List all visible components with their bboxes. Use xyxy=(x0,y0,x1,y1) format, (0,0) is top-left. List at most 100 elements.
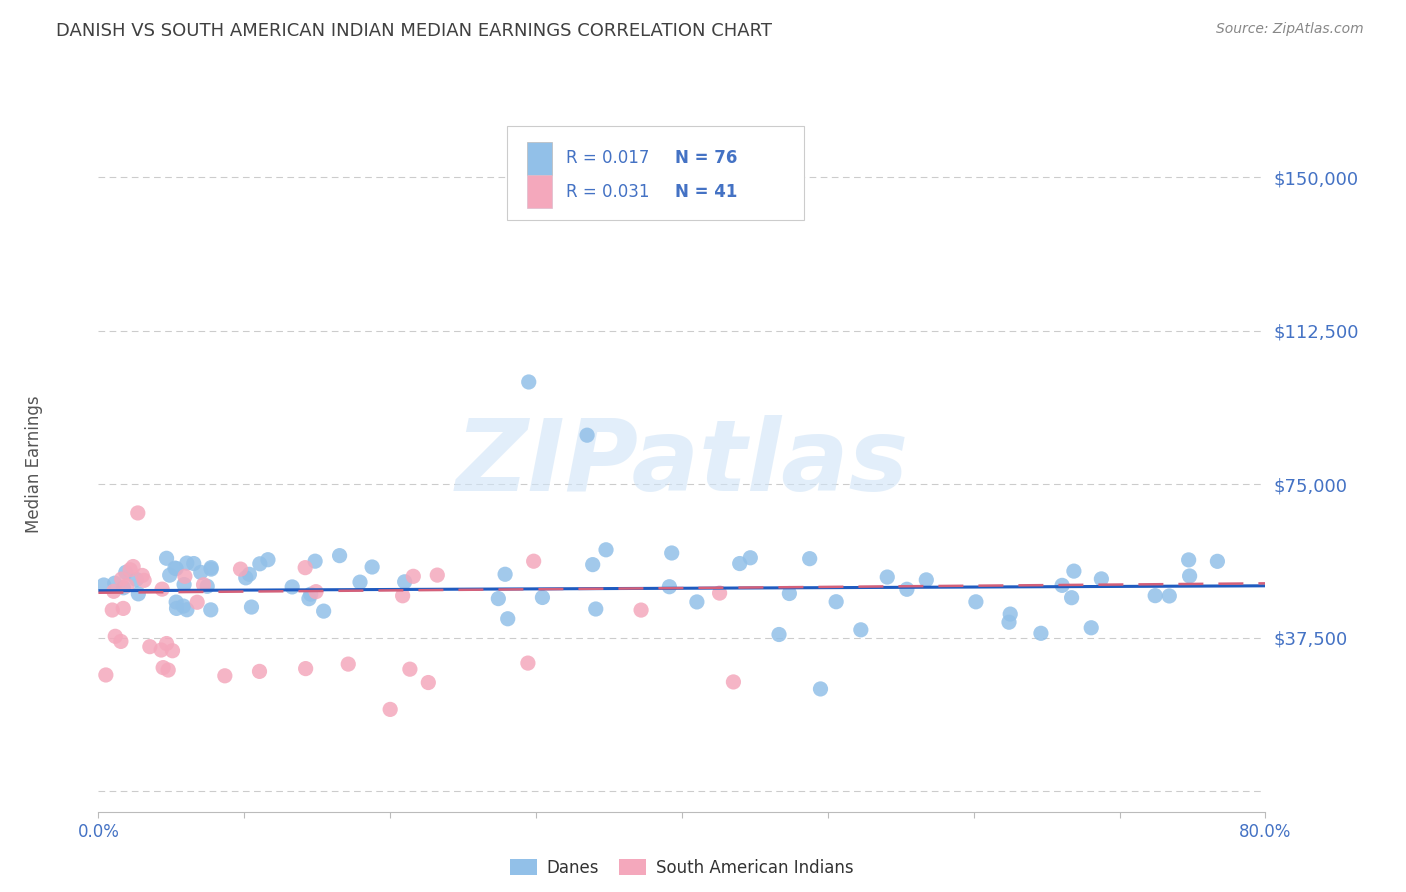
Point xyxy=(1063,564,1085,578)
Point xyxy=(661,546,683,560)
Point xyxy=(399,662,422,676)
Point xyxy=(150,643,173,657)
Point xyxy=(849,623,872,637)
Point xyxy=(998,615,1021,630)
Point xyxy=(329,549,352,563)
Point xyxy=(257,552,280,566)
Point xyxy=(728,557,751,571)
Point xyxy=(195,579,218,593)
Point xyxy=(304,554,326,568)
Point xyxy=(103,584,125,599)
Point xyxy=(173,569,195,583)
Point xyxy=(402,569,425,583)
Point xyxy=(193,578,215,592)
Point xyxy=(249,665,271,679)
Point xyxy=(162,644,184,658)
Point xyxy=(155,551,177,566)
Point xyxy=(94,668,117,682)
FancyBboxPatch shape xyxy=(506,127,804,220)
Point xyxy=(166,601,188,615)
Point xyxy=(200,603,222,617)
Point xyxy=(134,574,156,588)
Point xyxy=(576,428,599,442)
Point xyxy=(768,627,790,641)
Point xyxy=(1050,578,1073,592)
Point xyxy=(112,601,135,615)
Point xyxy=(349,575,371,590)
Point xyxy=(1060,591,1083,605)
Point xyxy=(1090,572,1112,586)
Point xyxy=(378,702,402,716)
Point xyxy=(876,570,898,584)
Legend: Danes, South American Indians: Danes, South American Indians xyxy=(503,852,860,883)
Text: N = 76: N = 76 xyxy=(675,149,737,168)
Point xyxy=(240,600,263,615)
Point xyxy=(1206,554,1229,568)
Point xyxy=(93,578,115,592)
Point xyxy=(127,587,149,601)
Point xyxy=(235,571,257,585)
Text: R = 0.017: R = 0.017 xyxy=(567,149,650,168)
Point xyxy=(127,506,149,520)
Point xyxy=(523,554,546,568)
Point xyxy=(104,629,127,643)
Point xyxy=(183,557,205,571)
Point xyxy=(165,561,187,575)
Point xyxy=(517,375,540,389)
Point xyxy=(516,656,538,670)
Point xyxy=(176,556,198,570)
Point xyxy=(496,612,519,626)
Point xyxy=(1029,626,1052,640)
Text: R = 0.031: R = 0.031 xyxy=(567,183,650,201)
Point xyxy=(139,640,162,654)
Point xyxy=(426,568,449,582)
Point xyxy=(229,562,252,576)
Point xyxy=(810,681,832,696)
Point xyxy=(294,662,316,676)
Point xyxy=(686,595,709,609)
Bar xyxy=(527,142,553,175)
Point xyxy=(159,568,181,582)
Point xyxy=(157,663,180,677)
Text: Source: ZipAtlas.com: Source: ZipAtlas.com xyxy=(1216,22,1364,37)
Point xyxy=(165,595,187,609)
Point xyxy=(582,558,605,572)
Point xyxy=(825,595,848,609)
Point xyxy=(585,602,607,616)
Point xyxy=(1177,553,1199,567)
Point xyxy=(1000,607,1022,621)
Point xyxy=(163,561,186,575)
Point xyxy=(1159,589,1181,603)
Point xyxy=(200,562,222,576)
Point xyxy=(531,591,554,605)
Point xyxy=(186,595,208,609)
Point xyxy=(200,560,222,574)
Point xyxy=(125,573,148,587)
Point xyxy=(120,563,142,577)
Point xyxy=(1144,589,1167,603)
Point xyxy=(965,595,987,609)
Point xyxy=(238,567,260,582)
Point xyxy=(176,603,198,617)
Point xyxy=(172,599,194,613)
Point xyxy=(394,574,416,589)
Point xyxy=(709,586,731,600)
Point xyxy=(312,604,335,618)
Point xyxy=(391,589,413,603)
Point xyxy=(723,675,745,690)
Point xyxy=(281,580,304,594)
Text: ZIPatlas: ZIPatlas xyxy=(456,416,908,512)
Point xyxy=(299,587,322,601)
Point xyxy=(249,557,271,571)
Point xyxy=(896,582,918,597)
Point xyxy=(173,577,195,591)
Point xyxy=(131,568,153,582)
Point xyxy=(115,579,138,593)
Point xyxy=(337,657,360,672)
Bar xyxy=(527,175,553,209)
Point xyxy=(740,550,762,565)
Point xyxy=(155,636,177,650)
Point xyxy=(915,573,938,587)
Point xyxy=(361,560,384,574)
Point xyxy=(1080,621,1102,635)
